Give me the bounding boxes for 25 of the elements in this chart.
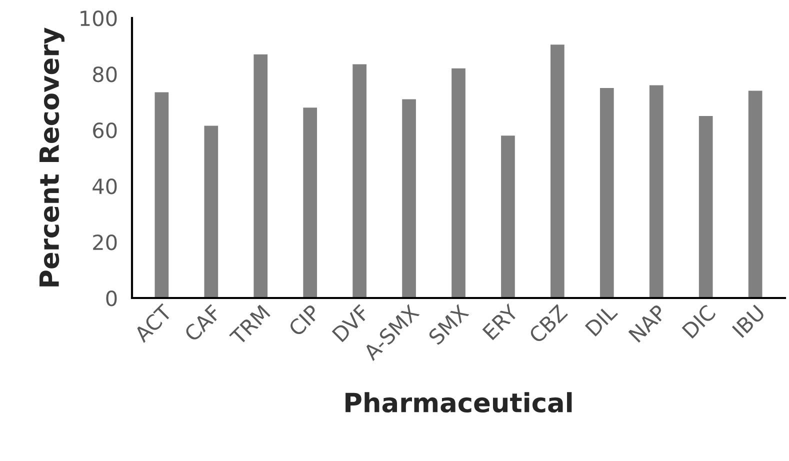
bar xyxy=(748,90,762,298)
y-tick-label: 0 xyxy=(106,290,117,306)
x-tick-label: IBU xyxy=(732,304,766,338)
bar xyxy=(649,85,664,298)
bar xyxy=(254,54,268,298)
y-tick-label: 60 xyxy=(93,122,117,138)
bar xyxy=(352,64,366,298)
x-tick-label: CIP xyxy=(288,304,321,337)
y-axis-title: Percent Recovery xyxy=(40,28,64,286)
bar xyxy=(204,126,218,298)
x-tick-label: DIC xyxy=(682,304,716,339)
x-axis-title: Pharmaceutical xyxy=(346,392,572,413)
bar xyxy=(501,136,515,298)
bar xyxy=(452,68,466,298)
y-tick-label: 20 xyxy=(93,234,117,250)
bar xyxy=(402,99,416,298)
bar xyxy=(550,44,564,298)
y-tick-label: 40 xyxy=(92,178,117,194)
x-tick-label: DIL xyxy=(584,303,618,337)
bar xyxy=(698,116,713,298)
bar xyxy=(600,88,614,298)
y-tick-label: 100 xyxy=(80,10,117,26)
y-tick-label: 80 xyxy=(93,66,117,82)
bar xyxy=(303,108,318,298)
bar xyxy=(154,92,169,298)
